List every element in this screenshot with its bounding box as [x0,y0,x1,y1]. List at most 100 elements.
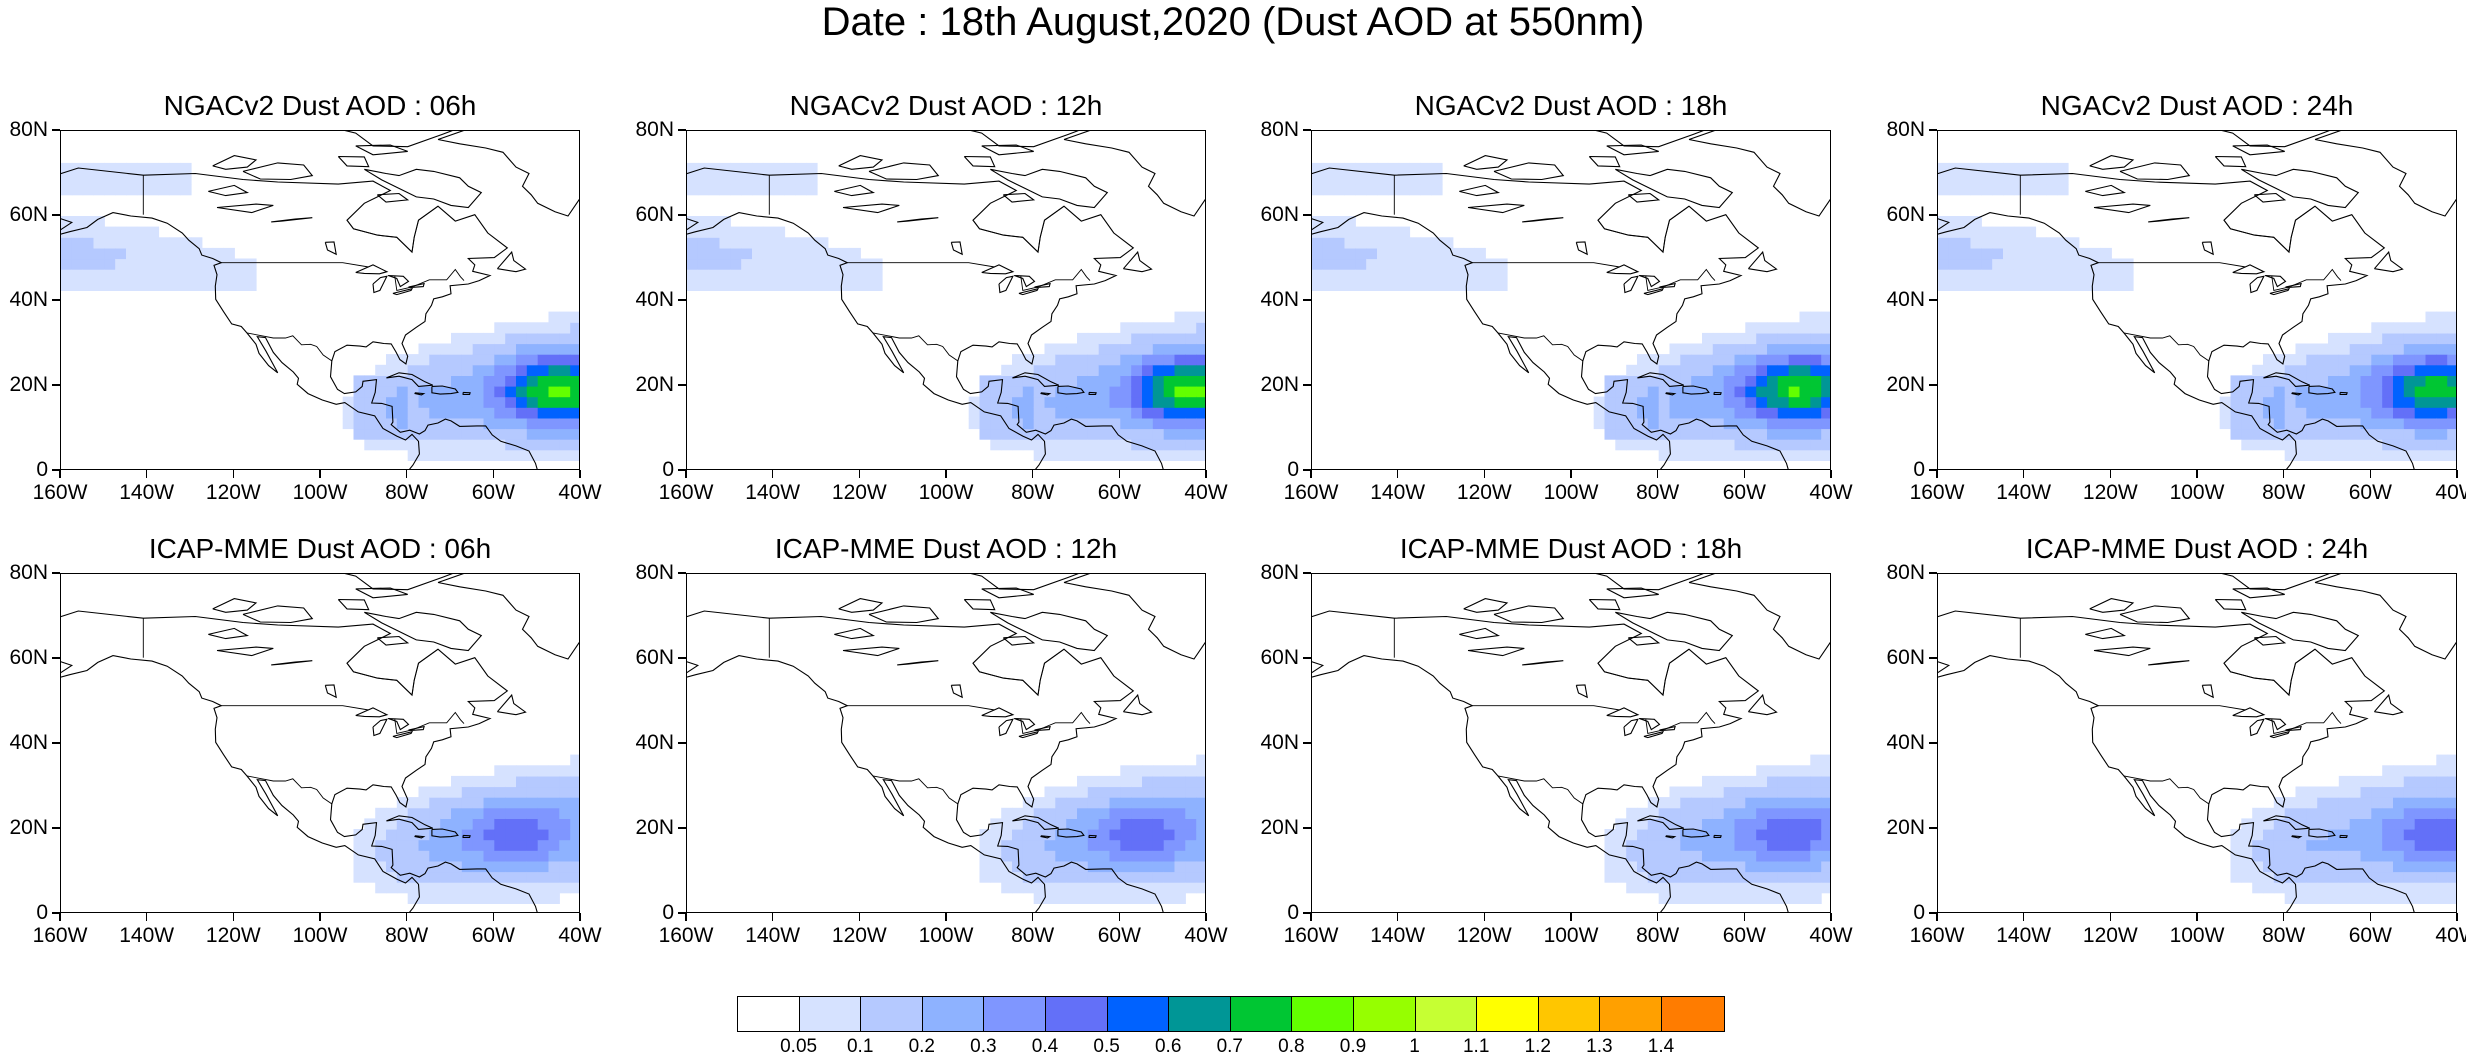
aod-cell [1948,226,1961,238]
aod-cell [2403,439,2416,451]
aod-cell [1142,850,1154,862]
aod-cell [990,396,1002,408]
aod-cell [407,386,420,398]
aod-cell [2273,850,2286,862]
aod-cell [1626,860,1638,873]
aod-cell [1647,882,1660,894]
aod-cell [979,375,991,387]
aod-cell [115,279,127,291]
colorbar-label: 0.7 [1216,1036,1243,1057]
aod-cell [2425,882,2437,894]
aod-cell [697,258,710,270]
aod-cell [1163,322,1176,334]
aod-cell [440,354,452,366]
lat-tick-label: 60N [9,646,48,669]
aod-cell [2403,839,2416,851]
aod-cell [451,786,463,798]
aod-cell [1734,850,1746,862]
aod-cell [548,428,560,440]
aod-cell [1322,226,1335,238]
aod-cell [2317,396,2329,408]
coastline [431,385,459,395]
aod-cell [1647,364,1660,376]
aod-cell [1077,850,1089,862]
aod-cell [396,797,409,809]
aod-cell [1799,332,1811,345]
lon-tick-label: 120W [2082,924,2138,947]
aod-cell [1196,786,1205,798]
aod-cell [1959,258,1972,270]
aod-cell [494,860,506,873]
aod-cell [2403,375,2416,387]
aod-cell [93,269,105,281]
aod-cell [407,860,420,873]
aod-cell [516,364,528,376]
lat-tick [1929,214,1937,216]
aod-cell [1431,184,1443,196]
aod-cell [1001,428,1013,440]
lon-tick-label: 140W [1370,924,1426,947]
aod-cell [526,786,539,798]
aod-cell [1970,279,1982,291]
aod-cell [407,364,420,376]
aod-cell [2273,407,2286,419]
aod-cell [2382,786,2394,798]
lat-tick-label: 40N [1886,731,1925,754]
aod-cell [505,343,517,355]
aod-cell [2306,354,2318,366]
aod-cell [1637,818,1649,830]
aod-cell [353,428,365,440]
aod-cell [2230,396,2242,408]
coastline [2314,574,2456,660]
aod-cell [570,332,579,345]
aod-cell [1185,871,1197,883]
aod-cell [806,162,818,175]
aod-cell [1485,279,1497,291]
lat-tick [678,572,686,574]
border-line [394,711,465,734]
lon-tick-label: 80W [2262,481,2306,504]
aod-cell [1756,797,1768,809]
aod-cell [2425,428,2437,440]
aod-cell [1821,407,1830,419]
aod-cell [559,449,571,461]
aod-cell [1959,173,1972,185]
lon-tick [319,470,321,478]
aod-cell [1109,386,1121,398]
aod-cell [1312,237,1324,249]
aod-cell [375,850,387,862]
aod-cell [1142,892,1154,904]
aod-cell [1196,311,1205,323]
aod-cell [2338,332,2351,345]
aod-cell [2252,439,2264,451]
aod-cell [1777,407,1790,419]
aod-cell [1767,332,1779,345]
coastline [1623,718,1639,737]
aod-cell [2425,364,2437,376]
aod-cell [1420,173,1432,185]
aod-cell [1615,829,1627,841]
aod-cell [719,247,731,260]
aod-cell [1767,407,1779,419]
aod-cell [1647,807,1660,819]
aod-cell [1788,829,1801,841]
aod-cell [1756,322,1768,334]
lon-tick [2196,913,2198,921]
aod-cell [1810,417,1822,430]
aod-cell [687,162,699,175]
aod-cell [1767,892,1779,904]
aod-cell [2382,765,2394,777]
aod-cell [1788,818,1801,830]
aod-cell [1409,269,1421,281]
aod-cell [158,162,170,175]
aod-cell [418,786,430,798]
aod-cell [990,417,1002,430]
coastline [61,167,538,469]
aod-cell [1120,775,1132,788]
aod-cell [559,775,571,788]
aod-cell [2317,839,2329,851]
aod-cell [1767,375,1779,387]
aod-cell [158,269,170,281]
aod-cell [1152,882,1165,894]
aod-cell [180,173,192,185]
